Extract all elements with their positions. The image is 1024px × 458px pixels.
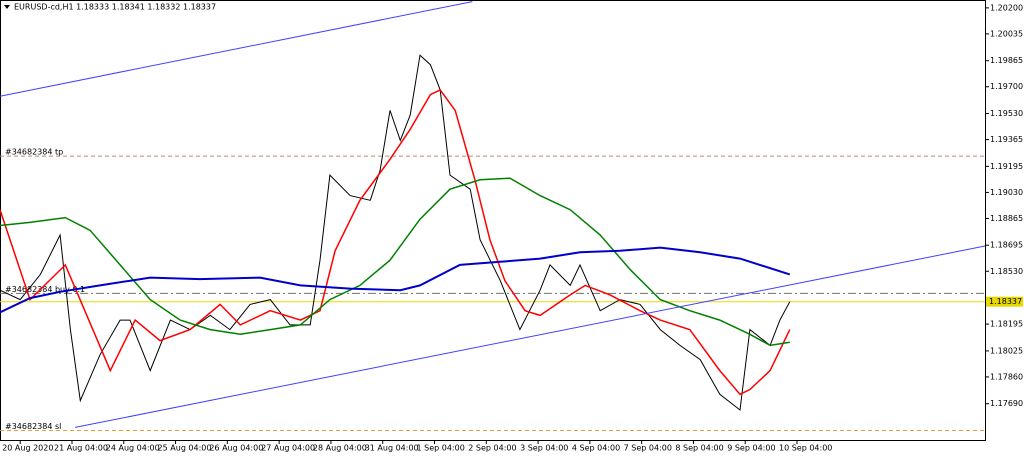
y-tick-label: 1.18695: [990, 241, 1023, 250]
x-tick-label: 25 Aug 04:00: [158, 444, 212, 453]
x-tick-label: 31 Aug 04:00: [365, 444, 419, 453]
x-tick-label: 7 Sep 04:00: [624, 444, 672, 453]
y-tick-label: 1.19195: [990, 162, 1023, 171]
plot-frame: [0, 0, 986, 441]
x-tick-label: 26 Aug 04:00: [209, 444, 263, 453]
order-label: #34682384 tp: [5, 148, 63, 157]
y-tick-label: 1.18530: [990, 267, 1023, 276]
y-tick-label: 1.19030: [990, 188, 1023, 197]
price-line: [75, 245, 986, 428]
y-tick-label: 1.20200: [990, 3, 1023, 12]
x-tick-label: 27 Aug 04:00: [261, 444, 315, 453]
x-tick-label: 2 Sep 04:00: [468, 444, 516, 453]
price-line: [0, 246, 791, 314]
y-tick-label: 1.18865: [990, 214, 1023, 223]
x-tick-label: 20 Aug 2020: [2, 444, 53, 453]
y-tick-label: 1.19365: [990, 135, 1023, 144]
y-tick-label: 1.18195: [990, 320, 1023, 329]
y-tick-label: 1.20035: [990, 29, 1023, 38]
order-label: #34682384 sl: [5, 422, 61, 431]
x-tick-label: 10 Sep 04:00: [779, 444, 832, 453]
x-tick-label: 4 Sep 04:00: [572, 444, 620, 453]
x-tick-label: 24 Aug 04:00: [106, 444, 160, 453]
current-price-box: [986, 296, 1023, 307]
order-label: #34682384 buy 0.1: [5, 285, 85, 294]
y-tick-label: 1.19865: [990, 56, 1023, 65]
price-line: [0, 88, 791, 396]
x-tick-label: 9 Sep 04:00: [727, 444, 775, 453]
y-tick-label: 1.17690: [990, 399, 1023, 408]
y-tick-label: 1.18025: [990, 346, 1023, 355]
x-tick-label: 3 Sep 04:00: [520, 444, 568, 453]
y-tick-label: 1.19530: [990, 109, 1023, 118]
y-tick-label: 1.19700: [990, 82, 1023, 91]
symbol-arrow: [4, 5, 10, 9]
x-tick-label: 21 Aug 04:00: [54, 444, 108, 453]
price-line: [0, 1, 473, 97]
x-tick-label: 28 Aug 04:00: [313, 444, 367, 453]
y-tick-label: 1.17860: [990, 372, 1023, 381]
price-line: [0, 177, 790, 347]
chart-title: EURUSD-cd,H1 1.18333 1.18341 1.18332 1.1…: [14, 3, 216, 12]
price-line: [0, 54, 791, 411]
x-tick-label: 8 Sep 04:00: [675, 444, 723, 453]
current-price-label: 1.18337: [989, 297, 1022, 306]
x-tick-label: 1 Sep 04:00: [416, 444, 464, 453]
